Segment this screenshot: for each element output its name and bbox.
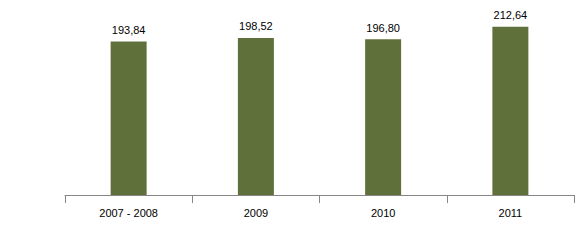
svg-text:193,84: 193,84 [112,24,146,36]
svg-text:198,52: 198,52 [239,20,273,32]
svg-text:2007 - 2008: 2007 - 2008 [99,207,158,219]
svg-text:212,64: 212,64 [494,9,528,21]
svg-text:196,80: 196,80 [366,22,400,34]
svg-text:2011: 2011 [499,207,523,219]
svg-text:2009: 2009 [244,207,268,219]
svg-text:2010: 2010 [371,207,395,219]
